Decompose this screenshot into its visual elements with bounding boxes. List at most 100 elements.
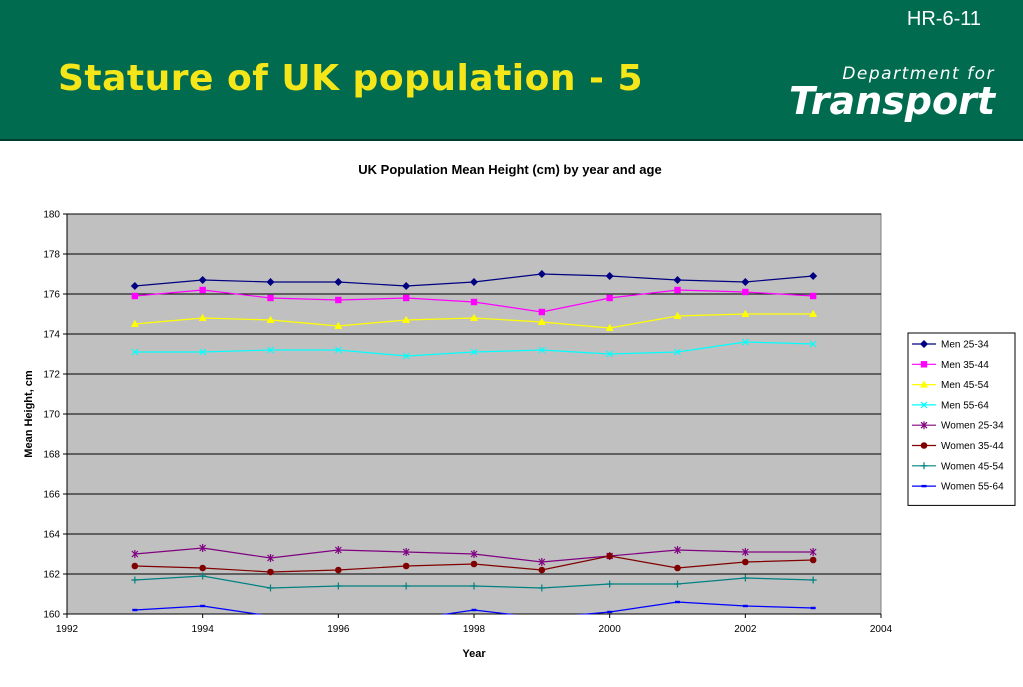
data-point xyxy=(920,380,928,388)
logo-transport-text: Transport xyxy=(788,79,995,123)
legend-item: Women 55-64 xyxy=(912,482,1004,493)
data-point xyxy=(742,558,749,566)
data-point xyxy=(199,564,206,572)
legend-item: Men 45-54 xyxy=(912,380,989,391)
data-point xyxy=(606,552,613,560)
data-point xyxy=(200,604,206,608)
series-women-55-64 xyxy=(132,600,816,621)
data-point xyxy=(606,350,614,358)
legend-item: Men 35-44 xyxy=(912,360,989,371)
data-point xyxy=(402,562,410,570)
data-point xyxy=(741,548,749,556)
data-point xyxy=(741,574,749,582)
data-point xyxy=(335,566,342,574)
data-point xyxy=(266,315,275,323)
y-tick-label: 160 xyxy=(43,610,60,621)
data-point xyxy=(131,348,139,356)
data-point xyxy=(742,604,748,608)
y-tick-label: 164 xyxy=(43,530,60,541)
y-tick-label: 168 xyxy=(43,450,60,461)
data-point xyxy=(334,278,343,286)
series-men-45-54 xyxy=(130,309,818,331)
series-men-35-44 xyxy=(131,286,817,316)
data-point xyxy=(198,276,207,284)
data-point xyxy=(920,361,928,368)
data-point xyxy=(470,298,478,306)
data-point xyxy=(742,288,749,296)
data-point xyxy=(470,582,478,590)
data-point xyxy=(471,608,477,612)
data-point xyxy=(539,617,544,619)
data-point xyxy=(470,313,478,321)
data-point xyxy=(537,317,546,325)
data-point xyxy=(266,278,275,286)
series-women-45-54 xyxy=(131,572,817,592)
data-point xyxy=(809,292,817,300)
data-point xyxy=(334,346,342,354)
legend-label: Women 45-54 xyxy=(941,461,1004,472)
data-point xyxy=(607,610,613,614)
data-point xyxy=(673,311,682,319)
data-point xyxy=(674,286,681,294)
data-point xyxy=(199,348,207,356)
series-men-25-34 xyxy=(130,270,818,290)
legend-label: Women 35-44 xyxy=(941,441,1004,452)
legend-item: Men 55-64 xyxy=(912,400,989,411)
data-point xyxy=(809,272,818,280)
data-point xyxy=(920,421,928,430)
data-point xyxy=(334,546,342,554)
data-point xyxy=(809,309,818,317)
data-point xyxy=(267,568,274,576)
data-point xyxy=(920,401,928,409)
data-point xyxy=(809,548,817,556)
data-point xyxy=(470,560,478,568)
data-point xyxy=(402,282,411,290)
logo-department-text: Department for xyxy=(842,64,995,84)
y-tick-label: 170 xyxy=(43,410,60,421)
data-point xyxy=(606,294,613,302)
data-point xyxy=(131,562,139,570)
legend-label: Men 55-64 xyxy=(941,400,989,411)
x-tick-label: 2004 xyxy=(870,624,893,635)
data-point xyxy=(267,346,274,354)
data-point xyxy=(267,584,274,592)
data-point xyxy=(537,270,546,278)
legend-label: Men 25-34 xyxy=(941,340,989,351)
legend-label: Men 35-44 xyxy=(941,360,989,371)
data-point xyxy=(470,348,478,356)
y-tick-label: 178 xyxy=(43,250,60,261)
data-point xyxy=(470,278,478,286)
legend-label: Men 45-54 xyxy=(941,380,989,391)
data-point xyxy=(920,340,928,348)
data-point xyxy=(470,550,478,558)
data-point xyxy=(674,546,681,554)
data-point xyxy=(538,566,546,574)
data-point xyxy=(131,550,139,558)
data-point xyxy=(741,338,749,346)
data-point xyxy=(674,564,681,572)
data-point xyxy=(921,484,927,488)
x-tick-label: 2000 xyxy=(599,624,622,635)
department-logo: Department for Transport xyxy=(789,64,995,120)
data-point xyxy=(538,346,546,354)
data-point xyxy=(130,282,139,290)
data-point xyxy=(809,576,817,584)
data-point xyxy=(809,340,817,348)
data-point xyxy=(198,313,207,321)
x-axis-label: Year xyxy=(462,648,486,660)
legend-label: Women 25-34 xyxy=(941,421,1004,432)
legend-item: Men 25-34 xyxy=(912,340,989,351)
data-point xyxy=(199,286,206,294)
data-point xyxy=(674,580,681,588)
x-tick-label: 2002 xyxy=(734,624,757,635)
data-point xyxy=(404,619,409,621)
y-tick-label: 176 xyxy=(43,290,60,301)
data-point xyxy=(538,308,546,316)
line-chart: UK Population Mean Height (cm) by year a… xyxy=(23,162,1016,660)
x-tick-label: 1994 xyxy=(192,624,215,635)
data-point xyxy=(920,462,928,470)
x-tick-label: 1996 xyxy=(327,624,350,635)
series-group xyxy=(130,270,818,621)
data-point xyxy=(132,608,138,612)
axes xyxy=(63,213,882,618)
